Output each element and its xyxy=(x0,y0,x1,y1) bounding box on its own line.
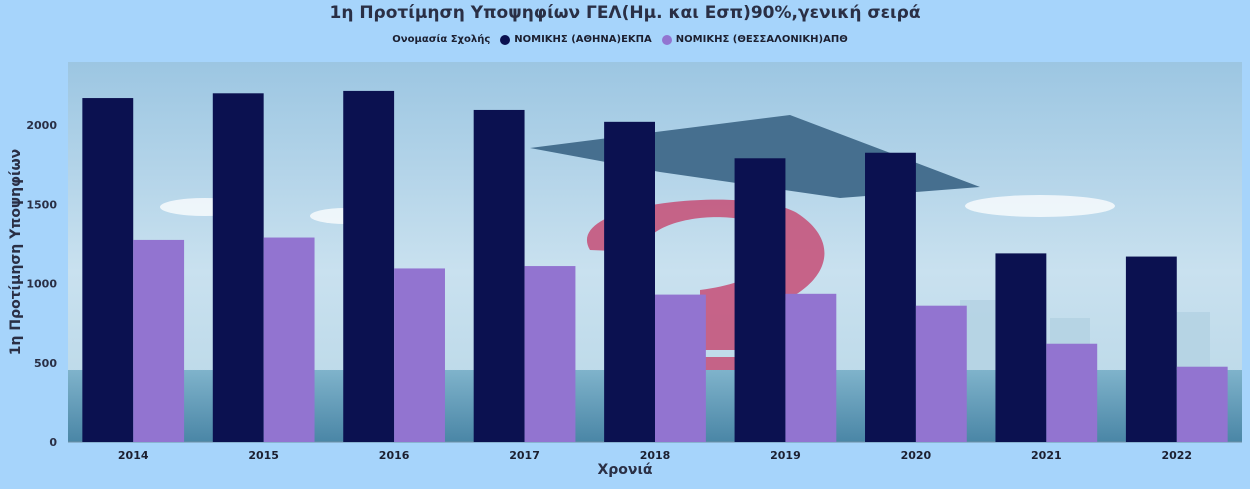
bar-athens-2018[interactable] xyxy=(604,121,655,442)
bar-thessaloniki-2014[interactable] xyxy=(133,239,185,442)
x-tick-label: 2018 xyxy=(640,449,671,462)
y-tick-label: 1000 xyxy=(26,278,57,291)
x-tick-label: 2019 xyxy=(770,449,801,462)
bar-athens-2019[interactable] xyxy=(734,158,786,442)
legend-item-athens[interactable]: ΝΟΜΙΚΗΣ (ΑΘΗΝΑ)ΕΚΠΑ xyxy=(500,34,652,45)
x-tick-label: 2017 xyxy=(509,449,540,462)
bar-athens-2016[interactable] xyxy=(343,90,395,443)
legend-label-athens: ΝΟΜΙΚΗΣ (ΑΘΗΝΑ)ΕΚΠΑ xyxy=(514,34,652,45)
bar-thessaloniki-2019[interactable] xyxy=(785,293,837,442)
legend-label-thessaloniki: ΝΟΜΙΚΗΣ (ΘΕΣΣΑΛΟΝΙΚΗ)ΑΠΘ xyxy=(675,34,848,45)
bar-athens-2021[interactable] xyxy=(995,253,1047,442)
x-tick-label: 2020 xyxy=(901,449,932,462)
y-axis: 0 500 1000 1500 2000 xyxy=(26,119,57,449)
y-tick-label: 0 xyxy=(49,436,57,449)
bar-athens-2022[interactable] xyxy=(1125,256,1177,442)
legend-swatch-thessaloniki xyxy=(661,34,672,45)
x-tick-label: 2016 xyxy=(379,449,410,462)
bar-thessaloniki-2020[interactable] xyxy=(915,305,967,442)
bar-thessaloniki-2021[interactable] xyxy=(1046,343,1098,442)
x-tick-label: 2022 xyxy=(1161,449,1192,462)
x-tick-label: 2014 xyxy=(118,449,149,462)
bar-thessaloniki-2018[interactable] xyxy=(655,294,706,442)
legend-swatch-athens xyxy=(500,34,511,45)
bar-athens-2015[interactable] xyxy=(212,93,264,443)
bar-athens-2020[interactable] xyxy=(865,152,916,443)
x-tick-label: 2021 xyxy=(1031,449,1062,462)
y-tick-label: 500 xyxy=(34,357,57,370)
x-axis: 2014 2015 2016 2017 2018 2019 2020 2021 2022 xyxy=(118,449,1192,462)
chart-title: 1η Προτίμηση Υποψηφίων ΓΕΛ(Ημ. και Εσπ)9… xyxy=(329,3,921,23)
legend-item-thessaloniki[interactable]: ΝΟΜΙΚΗΣ (ΘΕΣΣΑΛΟΝΙΚΗ)ΑΠΘ xyxy=(661,34,848,45)
bar-thessaloniki-2022[interactable] xyxy=(1176,366,1228,442)
legend-title: Ονομασία Σχολής xyxy=(392,34,491,45)
x-axis-label: Χρονιά xyxy=(597,462,653,478)
legend: Ονομασία Σχολής ΝΟΜΙΚΗΣ (ΑΘΗΝΑ)ΕΚΠΑ ΝΟΜΙ… xyxy=(0,34,1250,45)
bar-athens-2017[interactable] xyxy=(473,109,525,442)
x-tick-label: 2015 xyxy=(248,449,279,462)
y-tick-label: 1500 xyxy=(26,198,57,211)
bar-thessaloniki-2017[interactable] xyxy=(524,266,576,442)
bar-thessaloniki-2015[interactable] xyxy=(263,237,315,442)
bars xyxy=(82,90,1228,443)
bar-thessaloniki-2016[interactable] xyxy=(394,268,445,442)
y-tick-label: 2000 xyxy=(26,119,57,132)
bar-athens-2014[interactable] xyxy=(82,98,134,442)
